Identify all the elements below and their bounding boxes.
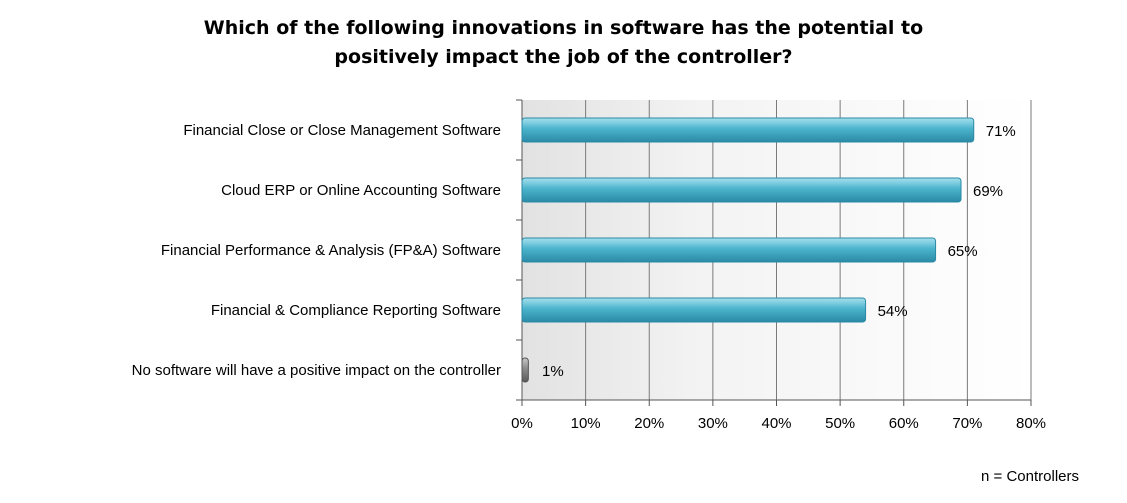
value-label: 54% (878, 303, 908, 320)
category-label: Financial Performance & Analysis (FP&A) … (161, 242, 501, 259)
chart-title-line-1: Which of the following innovations in so… (203, 17, 924, 39)
category-label: Cloud ERP or Online Accounting Software (221, 182, 501, 199)
x-tick-label: 80% (1016, 415, 1046, 432)
x-tick-label: 60% (889, 415, 919, 432)
x-tick-label: 70% (952, 415, 982, 432)
chart-title-line-2: positively impact the job of the control… (334, 46, 793, 68)
x-tick-label: 50% (825, 415, 855, 432)
chart-title: Which of the following innovations in so… (0, 14, 1127, 72)
x-tick-label: 10% (571, 415, 601, 432)
x-tick-label: 20% (634, 415, 664, 432)
value-label: 69% (973, 183, 1003, 200)
value-label: 1% (542, 363, 564, 380)
x-tick-label: 40% (761, 415, 791, 432)
category-label: No software will have a positive impact … (132, 362, 501, 379)
x-tick-label: 0% (511, 415, 533, 432)
bar (521, 117, 975, 143)
x-tick-label: 30% (698, 415, 728, 432)
category-label: Financial & Compliance Reporting Softwar… (211, 302, 501, 319)
category-label: Financial Close or Close Management Soft… (183, 122, 501, 139)
labels: 0% 10% 20% 30% 40% 50% 60% 70% 80% Financial Clos… (132, 122, 1046, 432)
value-label: 65% (948, 243, 978, 260)
bar (521, 177, 962, 203)
bar (521, 237, 937, 263)
bar (521, 357, 529, 383)
bars (521, 117, 975, 383)
value-label: 71% (986, 123, 1016, 140)
bar (521, 297, 867, 323)
footnote: n = Controllers (981, 468, 1079, 485)
